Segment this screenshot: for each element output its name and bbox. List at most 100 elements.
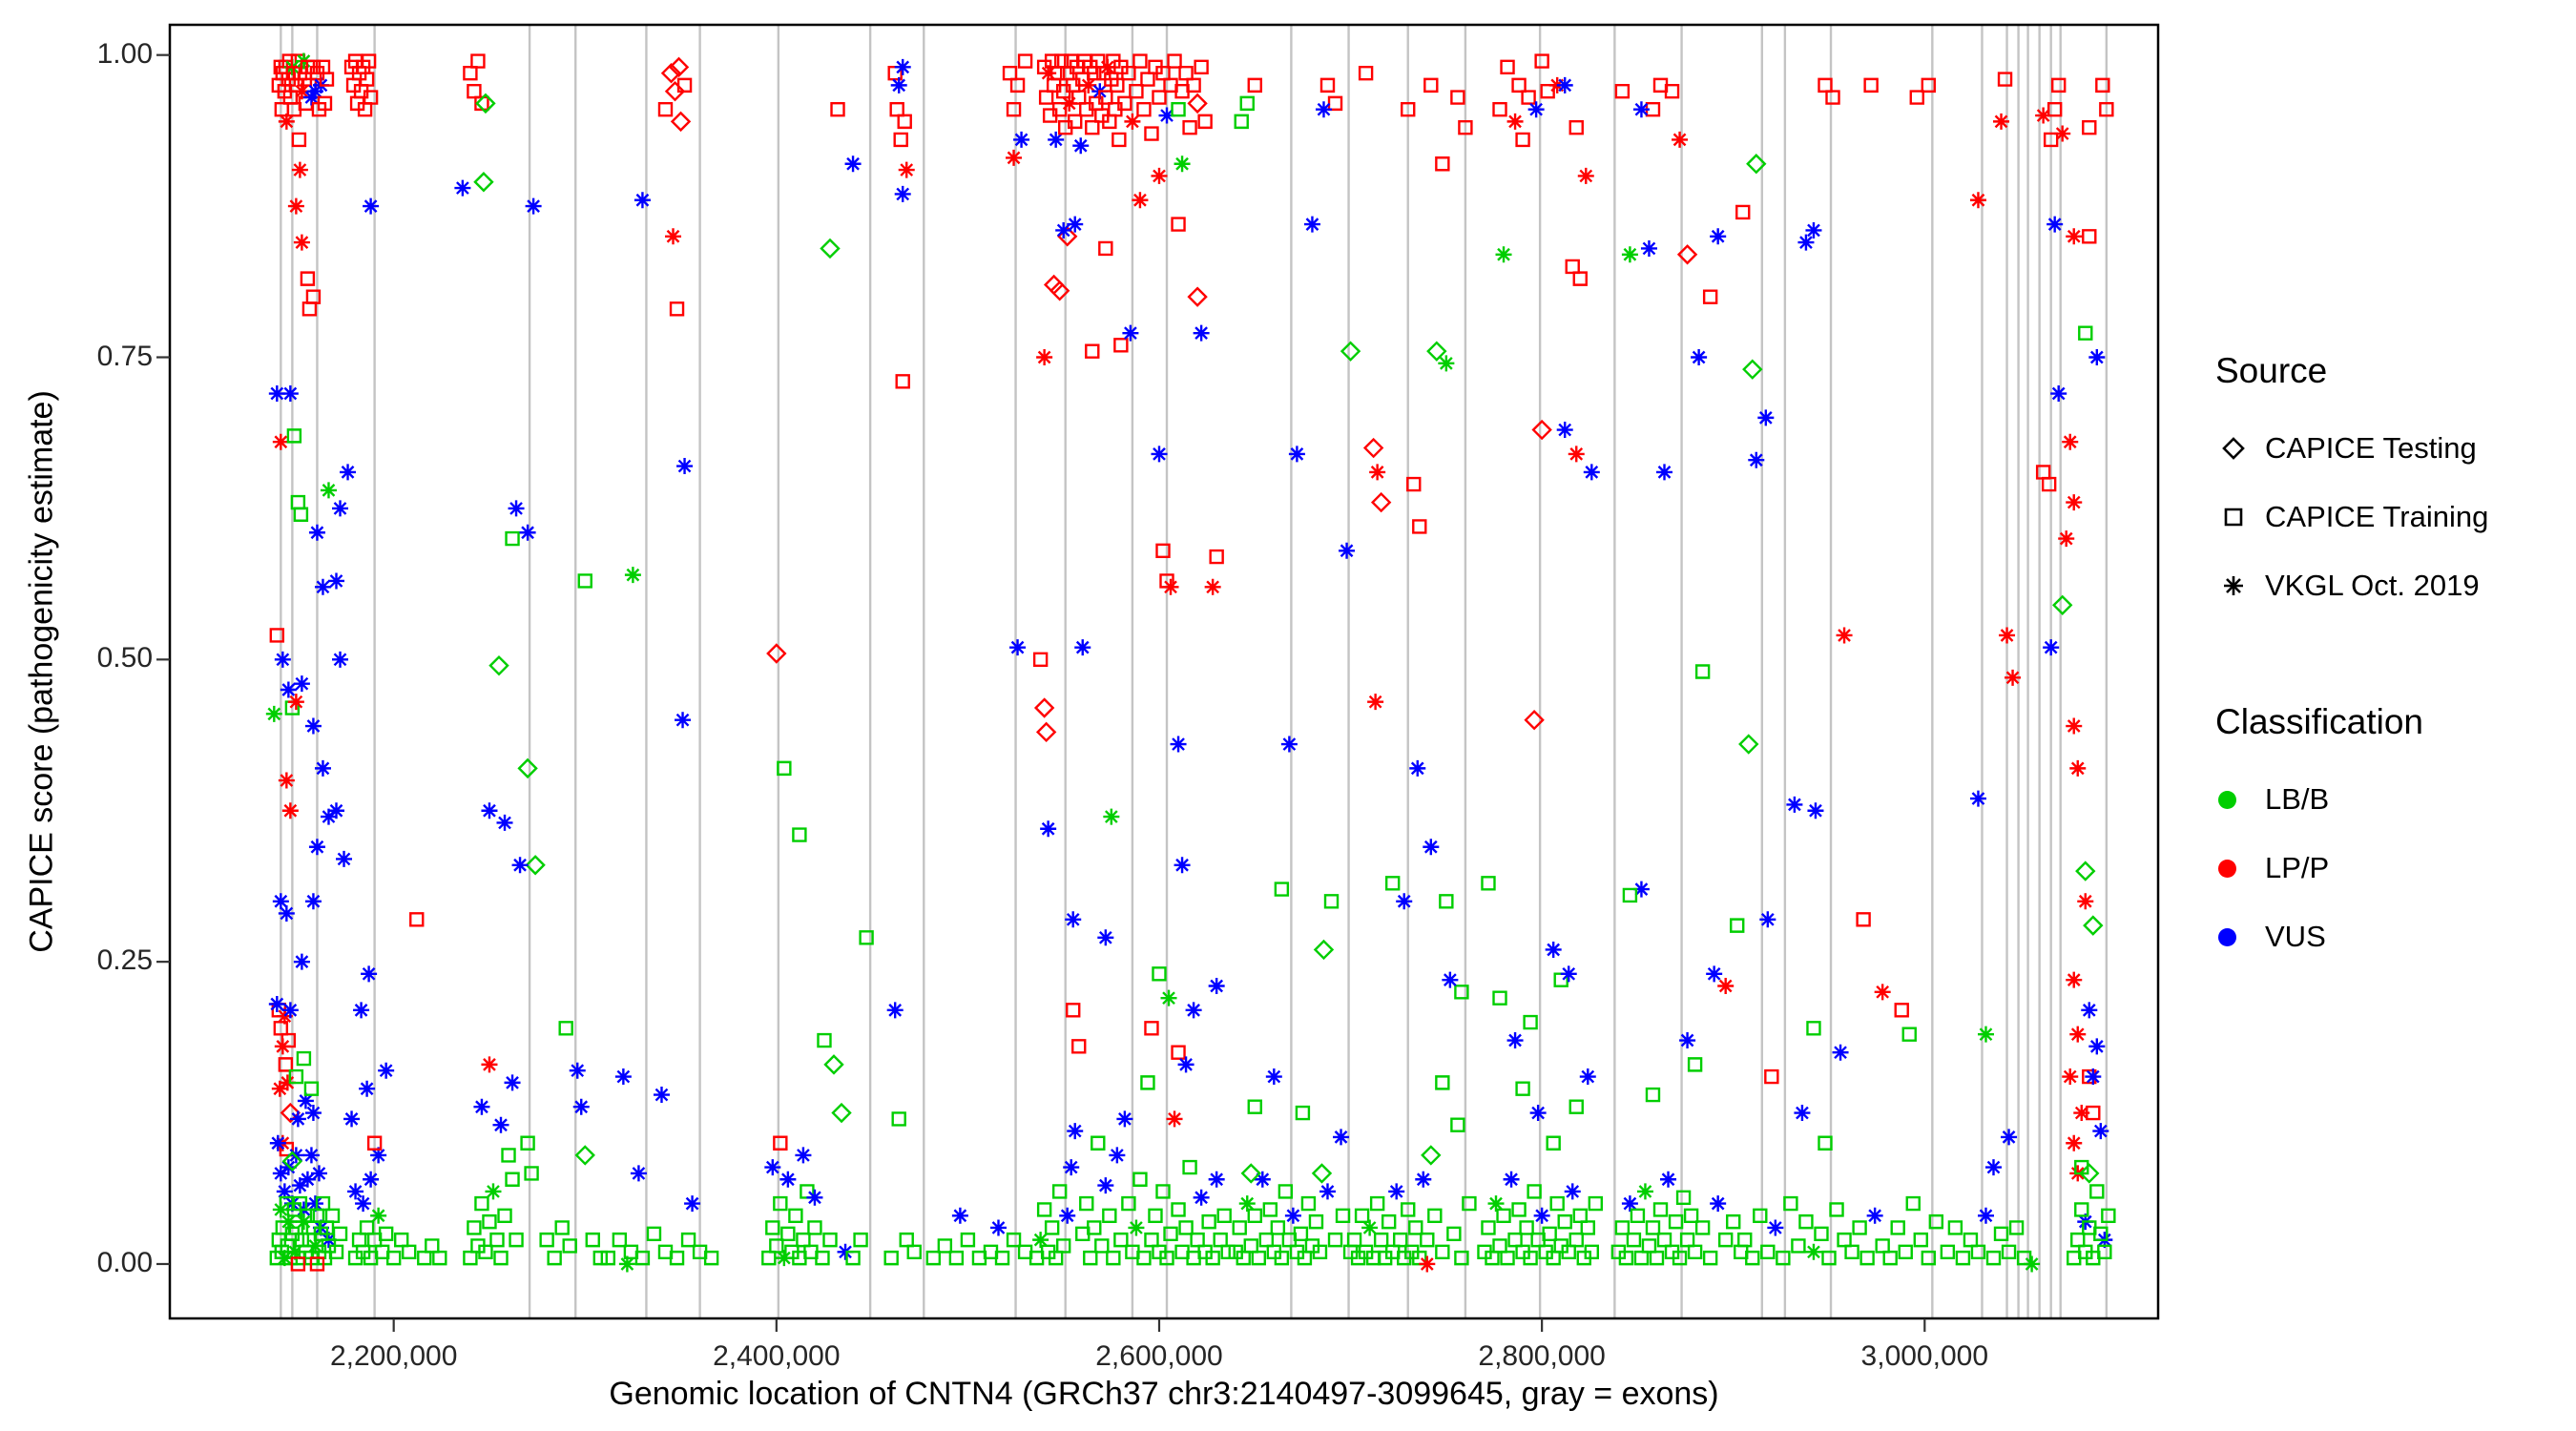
data-point <box>1238 1195 1256 1213</box>
data-point <box>1588 1195 1603 1212</box>
legend-item-label: CAPICE Testing <box>2265 431 2477 465</box>
y-tick-label: 0.75 <box>96 340 153 372</box>
data-point <box>1384 876 1401 891</box>
data-point <box>1515 1081 1530 1096</box>
data-point <box>293 234 310 251</box>
data-point <box>467 1220 482 1235</box>
data-point <box>1821 1250 1837 1266</box>
data-point <box>1121 1195 1136 1212</box>
data-point <box>1921 1250 1937 1266</box>
data-point <box>1420 1232 1435 1248</box>
data-point <box>2067 1250 2082 1266</box>
asterisk-marker-icon <box>2215 568 2265 604</box>
data-point <box>293 507 309 522</box>
data-point <box>1742 359 1763 380</box>
data-point <box>2050 385 2067 403</box>
data-point <box>1435 1244 1450 1259</box>
data-point <box>1136 1250 1152 1266</box>
data-point <box>1807 802 1824 819</box>
data-point <box>630 1165 647 1182</box>
data-point <box>281 385 299 403</box>
data-point <box>539 1232 554 1248</box>
data-point <box>676 458 694 475</box>
data-point <box>1947 1220 1963 1235</box>
data-point <box>1124 113 1141 130</box>
legend-color-dot <box>2218 790 2236 809</box>
data-point <box>1738 734 1759 755</box>
data-point <box>304 1105 322 1122</box>
data-point <box>1844 1244 1859 1259</box>
data-point <box>302 1147 320 1164</box>
data-point <box>269 1134 286 1151</box>
data-point <box>481 802 498 819</box>
data-point <box>1427 1208 1443 1223</box>
data-point <box>830 102 845 117</box>
data-point <box>1171 102 1186 117</box>
data-point <box>1626 1232 1642 1248</box>
data-point <box>432 1250 447 1266</box>
data-point <box>684 1195 701 1213</box>
plot-panel <box>170 25 2158 1318</box>
data-point <box>1103 808 1120 825</box>
data-point <box>1056 1238 1071 1254</box>
data-point <box>1009 77 1026 93</box>
data-point <box>287 197 304 215</box>
data-point <box>769 1238 784 1254</box>
data-point <box>284 1226 301 1241</box>
data-point <box>2097 1244 2112 1259</box>
data-point <box>1358 1244 1374 1259</box>
data-point <box>1645 102 1661 117</box>
data-point <box>1159 1250 1174 1266</box>
data-point <box>1158 107 1175 124</box>
data-point <box>1194 59 1209 75</box>
data-point <box>1193 1189 1210 1206</box>
data-point <box>971 1250 987 1266</box>
data-point <box>1108 102 1123 117</box>
data-point <box>1166 1110 1183 1128</box>
data-point <box>409 912 425 927</box>
data-point <box>1048 131 1065 148</box>
data-point <box>1664 1244 1680 1259</box>
data-point <box>893 132 908 148</box>
data-point <box>1940 1244 1956 1259</box>
data-point <box>470 1238 486 1254</box>
data-point <box>653 1087 670 1104</box>
data-point <box>1748 451 1765 468</box>
data-point <box>1786 796 1803 813</box>
data-point <box>525 197 542 215</box>
data-point <box>1450 90 1465 105</box>
data-point <box>1319 1183 1336 1200</box>
data-point <box>1404 1244 1420 1259</box>
asterisk-icon <box>2224 576 2243 595</box>
data-point <box>1726 1213 1741 1230</box>
data-point <box>1710 228 1727 245</box>
data-point <box>1524 709 1545 731</box>
data-point <box>1818 1135 1833 1151</box>
data-point <box>1423 839 1440 856</box>
data-point <box>1174 857 1191 874</box>
x-tick-label: 2,800,000 <box>1478 1340 1606 1372</box>
data-point <box>815 1250 830 1266</box>
data-point <box>572 1098 590 1115</box>
data-point <box>1675 1190 1692 1205</box>
data-point <box>1621 1195 1638 1213</box>
data-point <box>328 572 345 590</box>
data-point <box>1580 1220 1595 1235</box>
data-point <box>1265 1068 1282 1086</box>
data-point <box>1067 1123 1084 1140</box>
exon-lines <box>280 25 2109 1318</box>
data-point <box>2074 1159 2089 1175</box>
data-point <box>1985 1159 2002 1176</box>
data-point <box>1462 1195 1477 1212</box>
data-point <box>1649 1250 1665 1266</box>
data-point <box>1458 120 1473 135</box>
data-point <box>1216 1208 1232 1223</box>
data-point <box>370 1147 387 1164</box>
classification-legend-item: VUS <box>2215 902 2574 971</box>
data-point <box>280 1102 301 1124</box>
data-point <box>361 965 378 983</box>
data-point <box>1136 102 1152 117</box>
data-point <box>1496 1208 1511 1223</box>
data-point <box>668 56 690 78</box>
data-point <box>328 1244 344 1259</box>
